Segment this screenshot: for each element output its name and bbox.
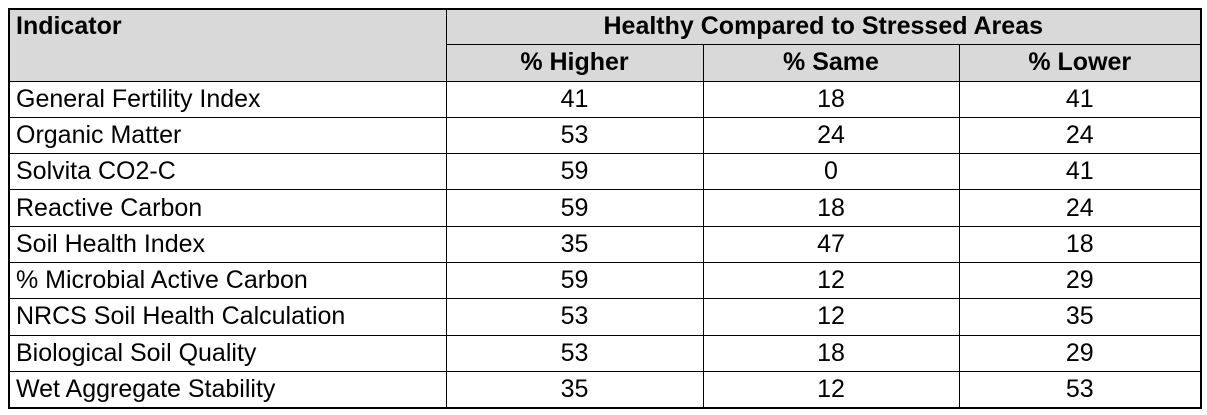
value-cell: 12 — [702, 261, 960, 300]
table-row: General Fertility Index 41 18 41 — [8, 80, 1202, 118]
value-cell: 41 — [445, 80, 704, 118]
indicator-cell: Reactive Carbon — [8, 189, 447, 227]
value-cell: 53 — [445, 116, 704, 155]
header-row: Indicator Healthy Compared to Stressed A… — [8, 8, 1202, 82]
table-row: NRCS Soil Health Calculation 53 12 35 — [8, 298, 1202, 336]
column-header: % Higher — [445, 43, 704, 82]
results-table: Indicator Healthy Compared to Stressed A… — [8, 8, 1203, 409]
indicator-cell: Organic Matter — [8, 116, 447, 155]
table-wrapper: Indicator Healthy Compared to Stressed A… — [8, 8, 1203, 409]
value-cell: 24 — [958, 116, 1202, 155]
header-cell: Indicator — [8, 8, 447, 82]
table-row: Wet Aggregate Stability 35 12 53 — [8, 370, 1202, 409]
value-cell: 12 — [702, 298, 960, 336]
value-cell: 41 — [958, 80, 1202, 118]
table-row: Biological Soil Quality 53 18 29 — [8, 334, 1202, 372]
value-cell: 53 — [958, 370, 1202, 409]
value-cell: 29 — [958, 334, 1202, 372]
value-cell: 24 — [958, 189, 1202, 227]
header-row: % Higher% Same% Lower — [9, 43, 1202, 82]
value-cell: 18 — [702, 189, 960, 227]
indicator-cell: Biological Soil Quality — [8, 334, 447, 372]
value-cell: 59 — [445, 261, 704, 300]
value-cell: 41 — [958, 153, 1202, 191]
indicator-cell: Solvita CO2-C — [8, 153, 447, 191]
table-row: % Microbial Active Carbon 59 12 29 — [8, 261, 1202, 300]
value-cell: 59 — [445, 189, 704, 227]
value-cell: 18 — [958, 225, 1202, 263]
table-row: Reactive Carbon 59 18 24 — [8, 189, 1202, 227]
value-cell: 53 — [445, 334, 704, 372]
value-cell: 35 — [958, 298, 1202, 336]
value-cell: 0 — [702, 153, 960, 191]
value-cell: 53 — [445, 298, 704, 336]
indicator-cell: General Fertility Index — [8, 80, 447, 118]
indicator-cell: Wet Aggregate Stability — [8, 370, 447, 409]
indicator-cell: Soil Health Index — [8, 225, 447, 263]
value-cell: 29 — [958, 261, 1202, 300]
column-header: % Lower — [958, 43, 1202, 82]
value-cell: 18 — [702, 80, 960, 118]
value-cell: 35 — [445, 370, 704, 409]
indicator-cell: NRCS Soil Health Calculation — [8, 298, 447, 336]
value-cell: 47 — [702, 225, 960, 263]
table-body: General Fertility Index 41 18 41 Organic Mat… — [8, 80, 1202, 409]
value-cell: 59 — [445, 153, 704, 191]
indicator-cell: % Microbial Active Carbon — [8, 261, 447, 300]
table-row: Soil Health Index 35 47 18 — [8, 225, 1202, 263]
header-group: Healthy Compared to Stressed Areas — [445, 8, 1202, 45]
value-cell: 18 — [702, 334, 960, 372]
value-cell: 24 — [702, 116, 960, 155]
value-cell: 12 — [702, 370, 960, 409]
table-row: Solvita CO2-C 59 0 41 — [8, 153, 1202, 191]
column-header: % Same — [702, 43, 960, 82]
value-cell: 35 — [445, 225, 704, 263]
table-row: Organic Matter 53 24 24 — [8, 116, 1202, 155]
